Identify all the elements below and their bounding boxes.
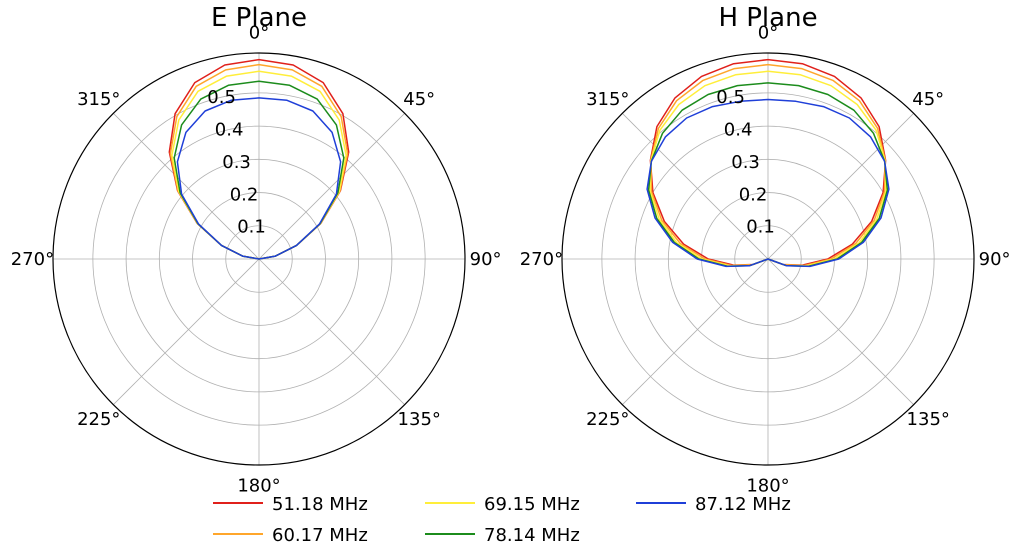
e-plane-outer-ring	[52, 52, 466, 466]
e-plane-radial-label: 0.1	[237, 217, 266, 238]
e-plane-angle-label: 0°	[249, 22, 269, 43]
e-plane-radial-label: 0.2	[230, 184, 259, 205]
e-plane-radial-label: 0.5	[207, 87, 236, 108]
h-plane-radial-label: 0.3	[731, 152, 760, 173]
legend-label-60-17: 60.17 MHz	[272, 525, 368, 546]
legend-label-78-14: 78.14 MHz	[484, 525, 580, 546]
e-plane-labels: 0° 45° 90° 135° 180° 225° 270° 315° 0.1 0.2 0.3 0.4…	[11, 22, 502, 496]
e-plane-title: E Plane	[211, 3, 307, 33]
h-plane-chart: H Plane 0°45°90°135°180°225°270°315°0.10…	[520, 3, 1011, 497]
e-plane-grid-spoke	[113, 258, 260, 405]
h-plane-grid-spoke	[767, 258, 914, 405]
h-plane-angle-label: 135°	[907, 409, 950, 430]
e-plane-angle-label: 45°	[403, 89, 435, 110]
legend-label-87-12: 87.12 MHz	[695, 494, 791, 515]
legend-item: 51.18 MHz	[213, 494, 368, 515]
h-plane-radial-label: 0.1	[746, 217, 775, 238]
e-plane-angle-label: 270°	[11, 249, 54, 270]
e-plane-angle-label: 135°	[398, 409, 441, 430]
e-plane-grid	[52, 52, 466, 466]
e-plane-angle-label: 225°	[77, 409, 120, 430]
e-plane-grid-spoke	[258, 258, 405, 405]
e-plane-chart: E Plane 0°45°90°135°180°225°270°315°0.10…	[11, 3, 502, 497]
h-plane-series-87-12-mhz	[646, 98, 890, 268]
legend-item: 78.14 MHz	[425, 525, 580, 546]
h-plane-angle-label: 0°	[758, 22, 778, 43]
h-plane-outer-ring	[561, 52, 975, 466]
e-plane-series	[168, 58, 350, 260]
h-plane-angle-label: 315°	[586, 89, 629, 110]
legend-label-51-18: 51.18 MHz	[272, 494, 368, 515]
e-plane-angle-label: 90°	[470, 249, 502, 270]
h-plane-angle-label: 225°	[586, 409, 629, 430]
e-plane-grid-spoke	[113, 113, 260, 260]
e-plane-radial-label: 0.4	[215, 120, 244, 141]
legend-item: 87.12 MHz	[636, 494, 791, 515]
legend-item: 69.15 MHz	[425, 494, 580, 515]
h-plane-labels: 0° 45° 90° 135° 180° 225° 270° 315° 0.1 0.2 0.3 0.4…	[520, 22, 1011, 496]
e-plane-angle-label: 315°	[77, 89, 120, 110]
h-plane-angle-label: 180°	[746, 476, 789, 497]
h-plane-series	[646, 58, 890, 268]
h-plane-radial-label: 0.4	[724, 120, 753, 141]
h-plane-angle-label: 270°	[520, 249, 563, 270]
e-plane-grid-spoke	[258, 113, 405, 260]
legend-label-69-15: 69.15 MHz	[484, 494, 580, 515]
e-plane-series-87-12-mhz	[176, 97, 342, 260]
h-plane-grid-spoke	[622, 113, 769, 260]
e-plane-radial-label: 0.3	[222, 152, 251, 173]
h-plane-angle-label: 45°	[912, 89, 944, 110]
h-plane-title: H Plane	[718, 3, 817, 33]
legend-item: 60.17 MHz	[213, 525, 368, 546]
h-plane-grid-spoke	[767, 113, 914, 260]
h-plane-radial-label: 0.2	[739, 184, 768, 205]
h-plane-angle-label: 90°	[979, 249, 1011, 270]
e-plane-angle-label: 180°	[237, 476, 280, 497]
h-plane-grid-spoke	[622, 258, 769, 405]
legend: 51.18 MHz 60.17 MHz 69.15 MHz 78.14 MHz …	[213, 494, 791, 546]
h-plane-radial-label: 0.5	[716, 87, 745, 108]
